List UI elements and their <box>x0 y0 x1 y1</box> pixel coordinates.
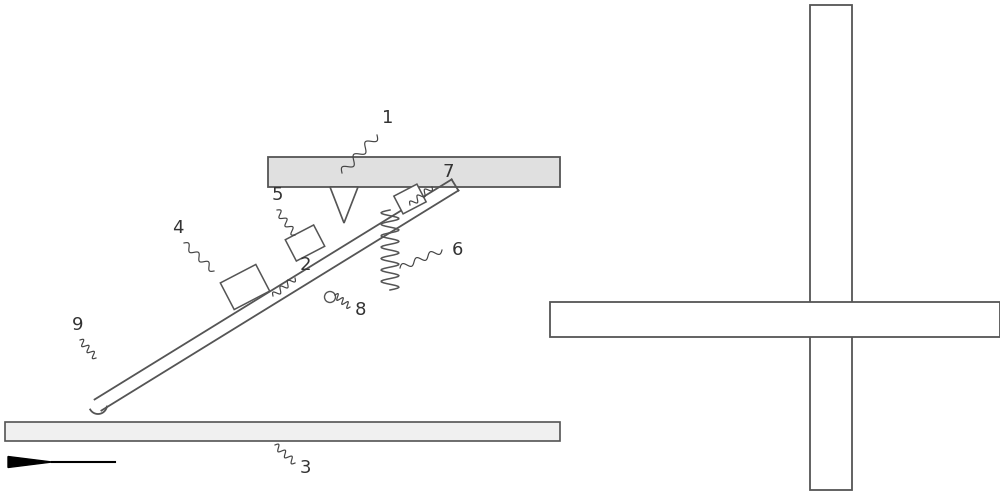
Text: 8: 8 <box>355 301 366 319</box>
Polygon shape <box>330 187 358 223</box>
Text: 6: 6 <box>452 241 463 259</box>
Text: 9: 9 <box>72 316 84 334</box>
Bar <box>810 5 852 490</box>
Text: 7: 7 <box>442 163 454 181</box>
Text: 2: 2 <box>300 256 312 274</box>
Bar <box>268 157 560 187</box>
Text: 4: 4 <box>172 219 184 237</box>
Polygon shape <box>285 225 325 261</box>
Text: 3: 3 <box>300 459 312 477</box>
Text: 1: 1 <box>382 109 393 127</box>
Bar <box>5 422 560 441</box>
Polygon shape <box>394 184 426 214</box>
Polygon shape <box>220 264 270 309</box>
Circle shape <box>324 292 336 302</box>
Polygon shape <box>8 456 52 467</box>
Text: 5: 5 <box>272 186 284 204</box>
Bar <box>550 302 1000 337</box>
